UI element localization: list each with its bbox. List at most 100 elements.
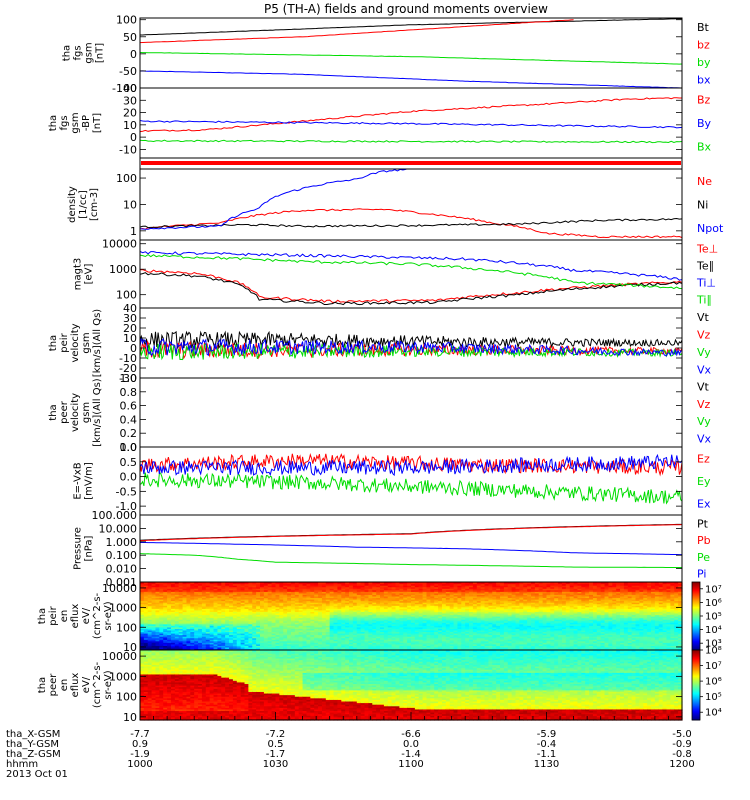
legend-label: Vt <box>697 311 710 324</box>
legend-label: Pe <box>697 551 710 564</box>
y-axis-label: [1/cc] <box>78 190 89 219</box>
y-tick-label: 10.000 <box>99 522 138 535</box>
y-axis-label: velocity <box>70 393 81 432</box>
y-tick-label: 0.2 <box>120 427 138 440</box>
x-tick-label: 1000 <box>127 759 152 770</box>
legend-label: Npot <box>697 222 724 235</box>
y-tick-label: 0 <box>130 131 137 144</box>
legend-label: Bx <box>697 140 712 153</box>
overview-figure: P5 (TH-A) fields and ground moments over… <box>0 0 750 800</box>
series-line-1-2 <box>140 20 574 43</box>
y-tick-label: 10 <box>123 711 137 724</box>
y-tick-label: 40 <box>123 302 137 315</box>
legend-label: Vx <box>697 363 712 376</box>
colorbar-tick-label: 10⁶ <box>705 677 722 688</box>
colorbar-tick-label: 10⁴ <box>705 708 722 719</box>
y-tick-label: 50 <box>123 31 137 44</box>
separator-bar <box>141 161 681 165</box>
y-axis-label: gsm <box>81 332 92 353</box>
y-tick-label: 100.000 <box>92 509 138 522</box>
series-line-3-3 <box>140 168 411 229</box>
y-tick-label: 0.010 <box>106 563 138 576</box>
y-axis-label: fgs <box>73 45 84 60</box>
panel-frame <box>140 18 682 88</box>
legend-label: Ti⊥ <box>696 277 716 290</box>
y-axis-label: peer <box>59 400 70 424</box>
y-axis-label: tha <box>62 45 73 61</box>
legend-label: Ey <box>697 475 711 488</box>
x-tick-label: 1030 <box>263 759 288 770</box>
series-line-7-2 <box>140 473 682 504</box>
y-tick-label: -0.5 <box>116 485 137 498</box>
legend-label: Ez <box>697 452 710 465</box>
colorbar-tick-label: 10⁶ <box>705 598 722 609</box>
colorbar-tick-label: 10⁷ <box>705 584 722 595</box>
y-axis-label: eflux <box>70 673 81 698</box>
y-tick-label: 40 <box>123 82 137 95</box>
y-axis-label: magt3 <box>73 258 84 291</box>
y-axis-label: [mV/m] <box>84 462 95 500</box>
spectrogram-cells <box>140 582 683 651</box>
panel-8: PtPbPePi0.0010.0100.1001.00010.000100.00… <box>73 509 711 589</box>
y-axis-label: gsm <box>70 112 81 133</box>
y-axis-label: velocity <box>70 323 81 362</box>
y-axis-label: (cm^2-s- <box>92 592 103 639</box>
y-axis-label: tha <box>48 115 59 131</box>
y-tick-label: 0 <box>130 48 137 61</box>
y-tick-label: 10000 <box>102 582 137 595</box>
y-tick-label: 0.6 <box>120 400 138 413</box>
legend-label: Bz <box>697 94 711 107</box>
y-tick-label: 1000 <box>109 263 137 276</box>
y-axis-label: tha <box>48 335 59 351</box>
colorbar-tick-label: 10⁴ <box>705 625 722 636</box>
y-axis-label: tha <box>48 404 59 420</box>
y-axis-label: sr-eV) <box>103 601 114 630</box>
date-label: 2013 Oct 01 <box>6 769 68 780</box>
legend-label: Vz <box>697 328 711 341</box>
y-axis-label: fgs <box>59 115 70 130</box>
colorbar-tick-label: 10⁸ <box>705 646 722 657</box>
series-line-8-4 <box>140 543 682 555</box>
y-axis-label: eV/ <box>81 676 92 693</box>
y-tick-label: 10000 <box>102 238 137 251</box>
series-line-1-3 <box>140 52 682 64</box>
y-axis-label: [nPa] <box>84 535 95 561</box>
y-axis-label: gsm <box>81 402 92 423</box>
panel-frame <box>140 169 682 240</box>
y-tick-label: 30 <box>123 94 137 107</box>
y-axis-label: eflux <box>70 604 81 629</box>
y-axis-label: sr-eV) <box>103 670 114 699</box>
figure-title: P5 (TH-A) fields and ground moments over… <box>264 2 548 16</box>
y-tick-label: 10 <box>123 198 137 211</box>
spectrogram-cells <box>140 650 683 721</box>
legend-label: Vz <box>697 398 711 411</box>
panel-frame <box>140 240 682 308</box>
colorbar-tick-label: 10⁵ <box>705 612 722 623</box>
y-tick-label: 1.0 <box>120 441 138 454</box>
y-axis-label: eV/ <box>81 607 92 624</box>
legend-label: Ti∥ <box>696 294 712 307</box>
colorbar-tick-label: 10⁵ <box>705 692 722 703</box>
y-tick-label: 100 <box>116 289 137 302</box>
series-line-3-1 <box>140 209 682 238</box>
series-line-4-2 <box>140 273 682 305</box>
series-line-7-3 <box>140 455 682 475</box>
series-line-4-1 <box>140 270 682 303</box>
series-line-4-4 <box>140 255 682 289</box>
y-axis-label: tha <box>37 677 48 693</box>
legend-label: Vy <box>697 415 711 428</box>
y-axis-label: [nT] <box>95 43 106 63</box>
colorbar-tick-label: 10⁷ <box>705 661 722 672</box>
x-tick-label: 1100 <box>398 759 423 770</box>
y-axis-label: peir <box>48 605 59 625</box>
legend-label: bx <box>697 73 711 86</box>
